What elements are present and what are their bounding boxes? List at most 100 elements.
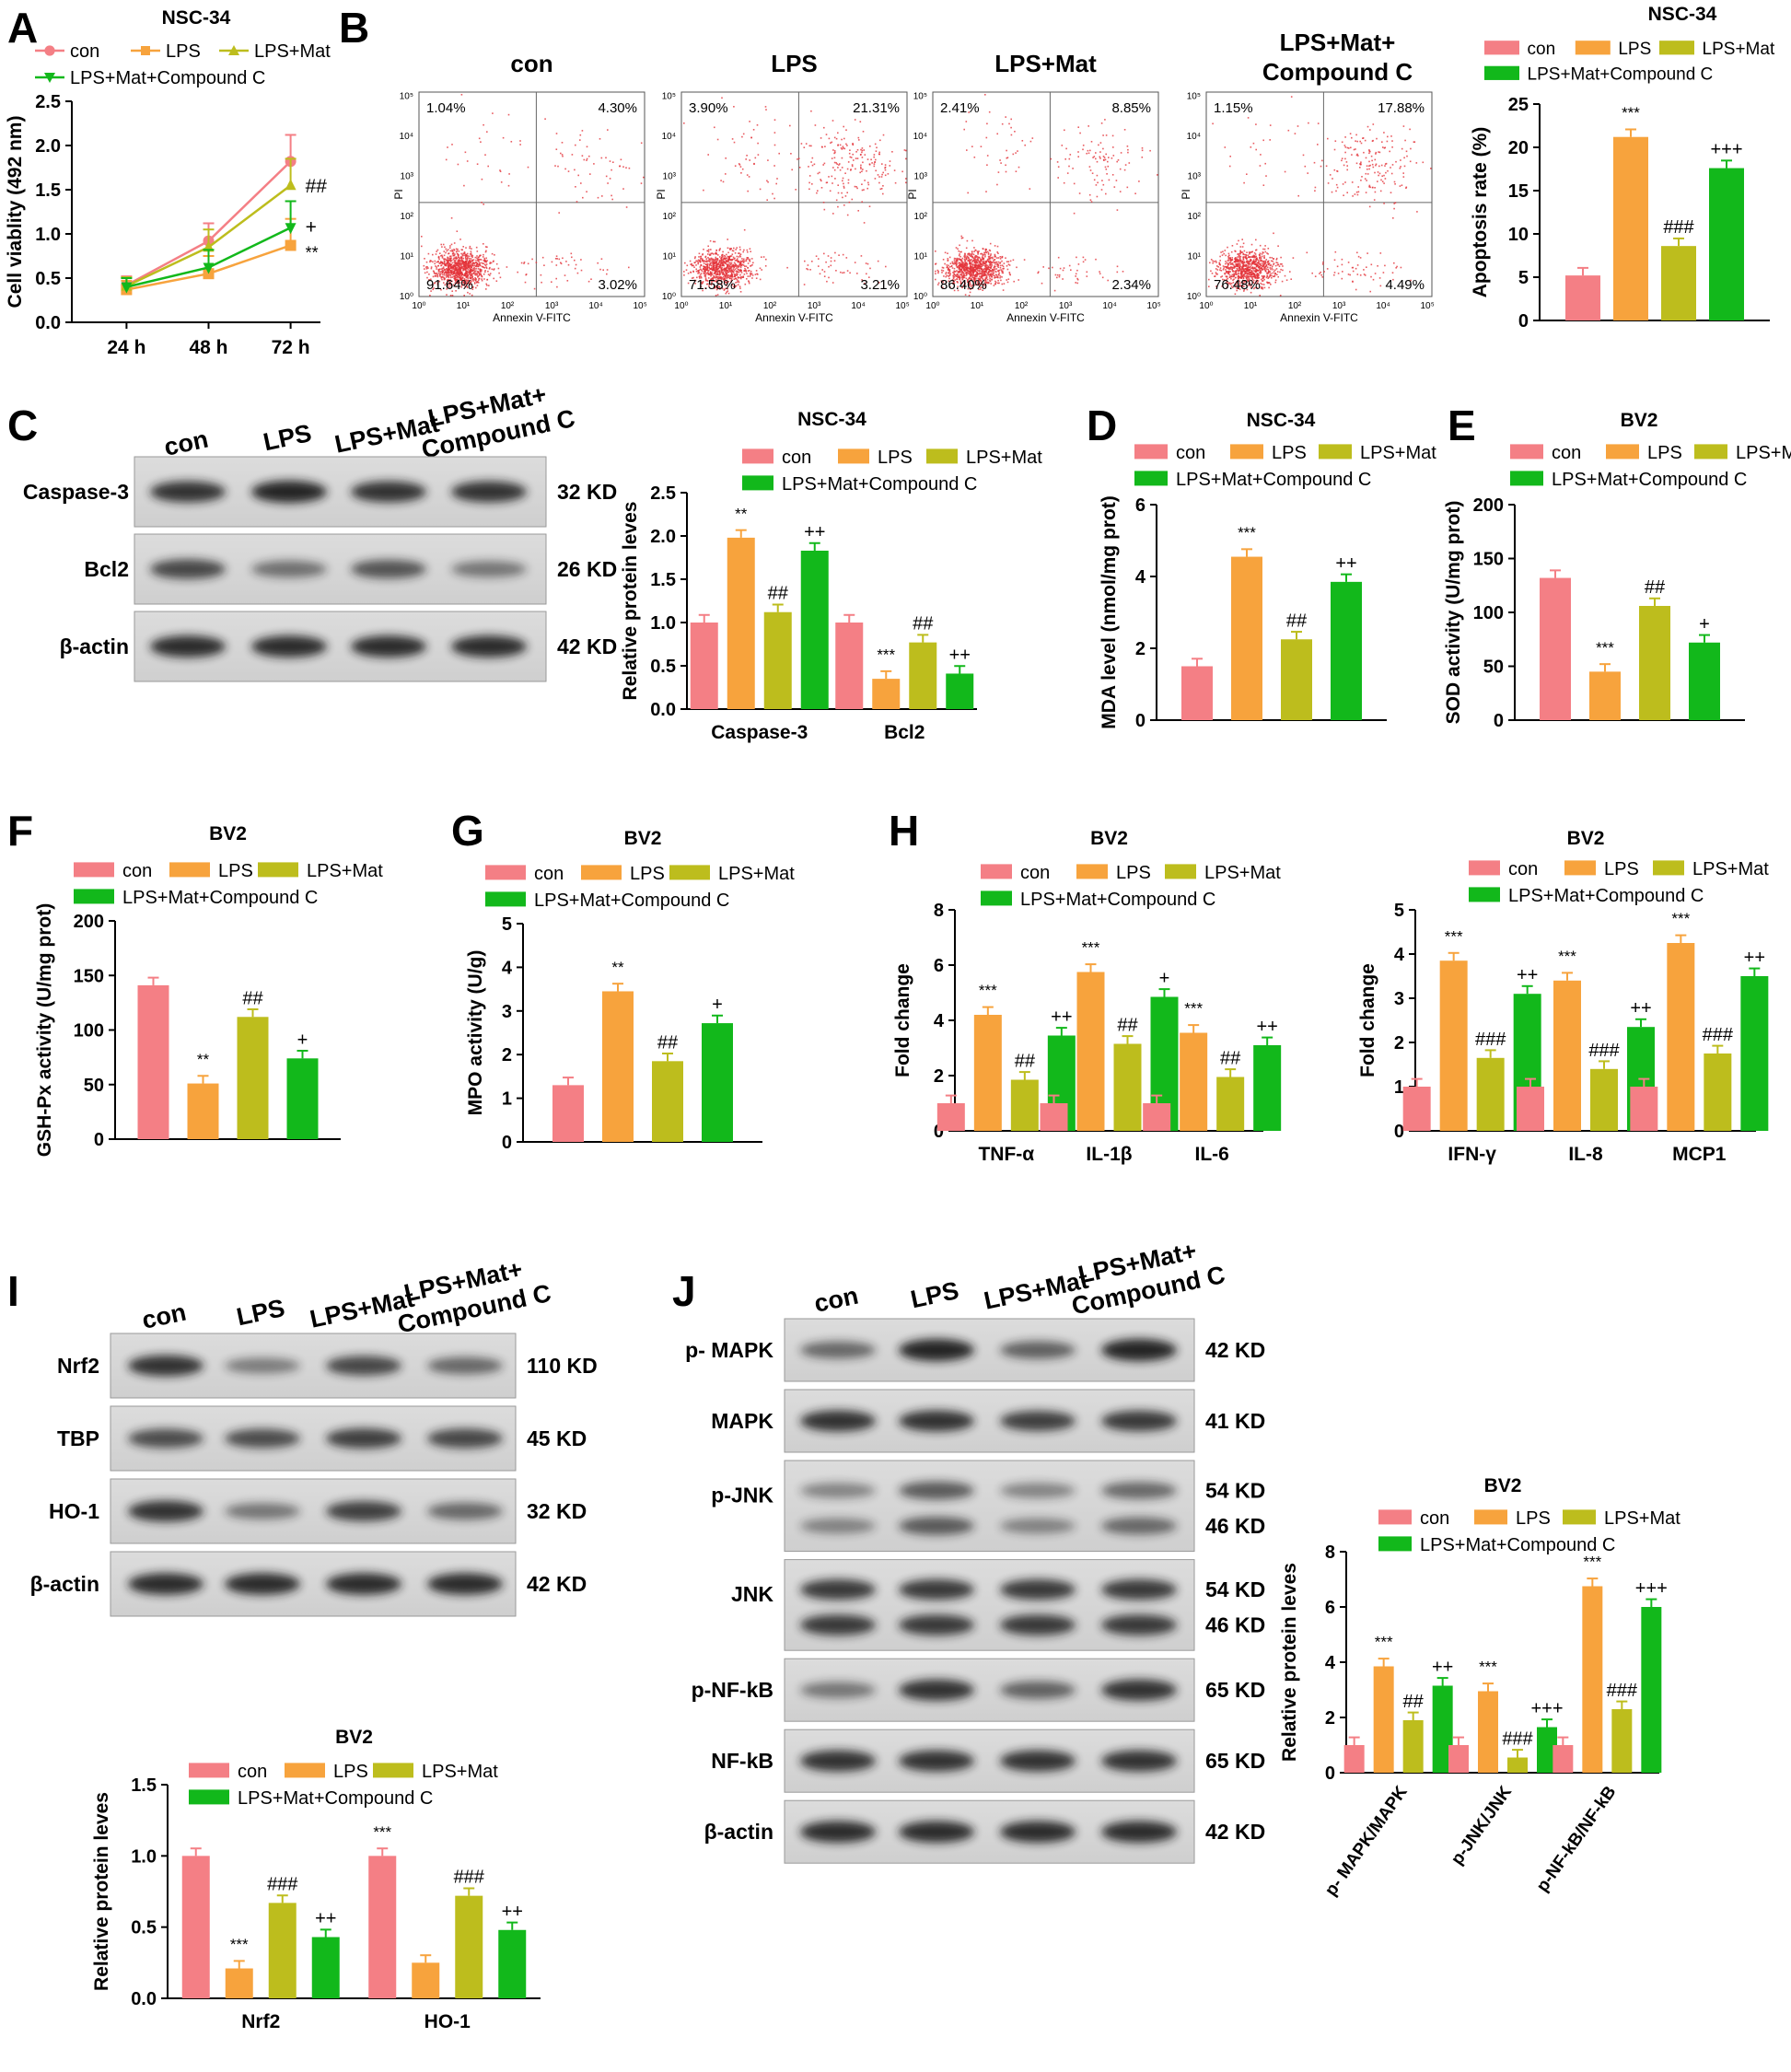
event-dot [687, 282, 690, 285]
event-dot [467, 266, 470, 269]
event-dot [1234, 258, 1237, 260]
event-dot [1246, 277, 1248, 279]
event-dot [483, 204, 484, 205]
event-dot [1262, 261, 1264, 263]
event-dot [935, 278, 936, 281]
event-dot [1268, 262, 1271, 264]
event-dot [715, 258, 718, 260]
event-dot [1317, 122, 1320, 124]
event-dot [1383, 174, 1385, 177]
event-dot [698, 269, 701, 272]
event-dot [851, 198, 854, 201]
event-dot [1107, 165, 1110, 168]
event-dot [709, 271, 712, 273]
event-dot [803, 146, 806, 148]
event-dot [1237, 253, 1239, 255]
event-dot [593, 163, 595, 165]
event-dot [757, 142, 759, 145]
event-dot [820, 187, 823, 189]
event-dot [466, 271, 469, 273]
event-dot [426, 276, 428, 279]
event-dot [734, 285, 736, 287]
event-dot [1402, 125, 1405, 127]
event-dot [989, 255, 991, 258]
event-dot [713, 265, 715, 267]
event-dot [1219, 267, 1222, 269]
event-dot [437, 255, 440, 258]
event-dot [508, 173, 510, 175]
event-dot [1243, 271, 1245, 273]
event-dot [1232, 270, 1234, 272]
event-dot [470, 277, 471, 279]
event-dot [1242, 282, 1244, 285]
event-dot [1333, 259, 1336, 262]
event-dot [469, 284, 471, 285]
event-dot [445, 158, 448, 161]
event-dot [741, 135, 743, 138]
event-dot [451, 276, 453, 278]
event-dot [857, 136, 860, 139]
event-dot [861, 149, 864, 152]
event-dot [1239, 250, 1242, 253]
event-dot [985, 267, 987, 269]
event-dot [746, 278, 748, 280]
event-dot [1238, 274, 1239, 277]
event-dot [535, 262, 538, 263]
y-tick-label: 10² [663, 212, 677, 222]
event-dot [993, 269, 995, 271]
event-dot [435, 273, 437, 275]
event-dot [1250, 251, 1252, 253]
event-dot [1268, 276, 1270, 279]
significance-label: ## [768, 584, 789, 604]
event-dot [730, 281, 732, 283]
event-dot [978, 257, 981, 259]
event-dot [1355, 288, 1357, 291]
event-dot [1321, 159, 1323, 162]
chart-title: NSC-34 [797, 409, 866, 430]
event-dot [1230, 262, 1233, 265]
event-dot [1251, 273, 1254, 275]
event-dot [978, 285, 981, 286]
event-dot [954, 271, 957, 273]
event-dot [731, 276, 733, 278]
event-dot [475, 270, 477, 272]
event-dot [1228, 254, 1230, 257]
event-dot [1246, 251, 1248, 253]
x-tick-label: 10¹ [1244, 301, 1258, 311]
event-dot [486, 260, 488, 262]
bar-lps-mat-compound-c [1689, 642, 1720, 720]
event-dot [845, 129, 847, 131]
event-dot [1380, 164, 1383, 167]
event-dot [854, 119, 856, 121]
event-dot [986, 122, 988, 125]
event-dot [1236, 258, 1239, 261]
event-dot [740, 269, 742, 272]
event-dot [465, 247, 467, 249]
event-dot [463, 265, 465, 267]
event-dot [1089, 169, 1092, 171]
event-dot [1101, 276, 1104, 279]
event-dot [750, 270, 752, 273]
event-dot [811, 164, 814, 167]
y-tick-label: 2 [1135, 639, 1146, 659]
x-tick-label: 10⁰ [674, 301, 688, 311]
event-dot [455, 263, 457, 266]
event-dot [984, 262, 986, 264]
event-dot [480, 141, 482, 143]
event-dot [1415, 162, 1418, 164]
legend-label: LPS [166, 41, 201, 62]
y-tick-label: 10⁴ [400, 132, 413, 142]
event-dot [969, 291, 971, 294]
event-dot [975, 255, 978, 257]
event-dot [1245, 273, 1248, 274]
event-dot [480, 271, 482, 273]
event-dot [727, 259, 729, 261]
event-dot [1270, 284, 1272, 285]
event-dot [1307, 172, 1308, 174]
y-tick-label: 150 [74, 966, 104, 986]
event-dot [709, 268, 712, 270]
event-dot [873, 165, 876, 168]
event-dot [738, 164, 741, 166]
event-dot [759, 267, 762, 270]
event-dot [721, 262, 723, 265]
